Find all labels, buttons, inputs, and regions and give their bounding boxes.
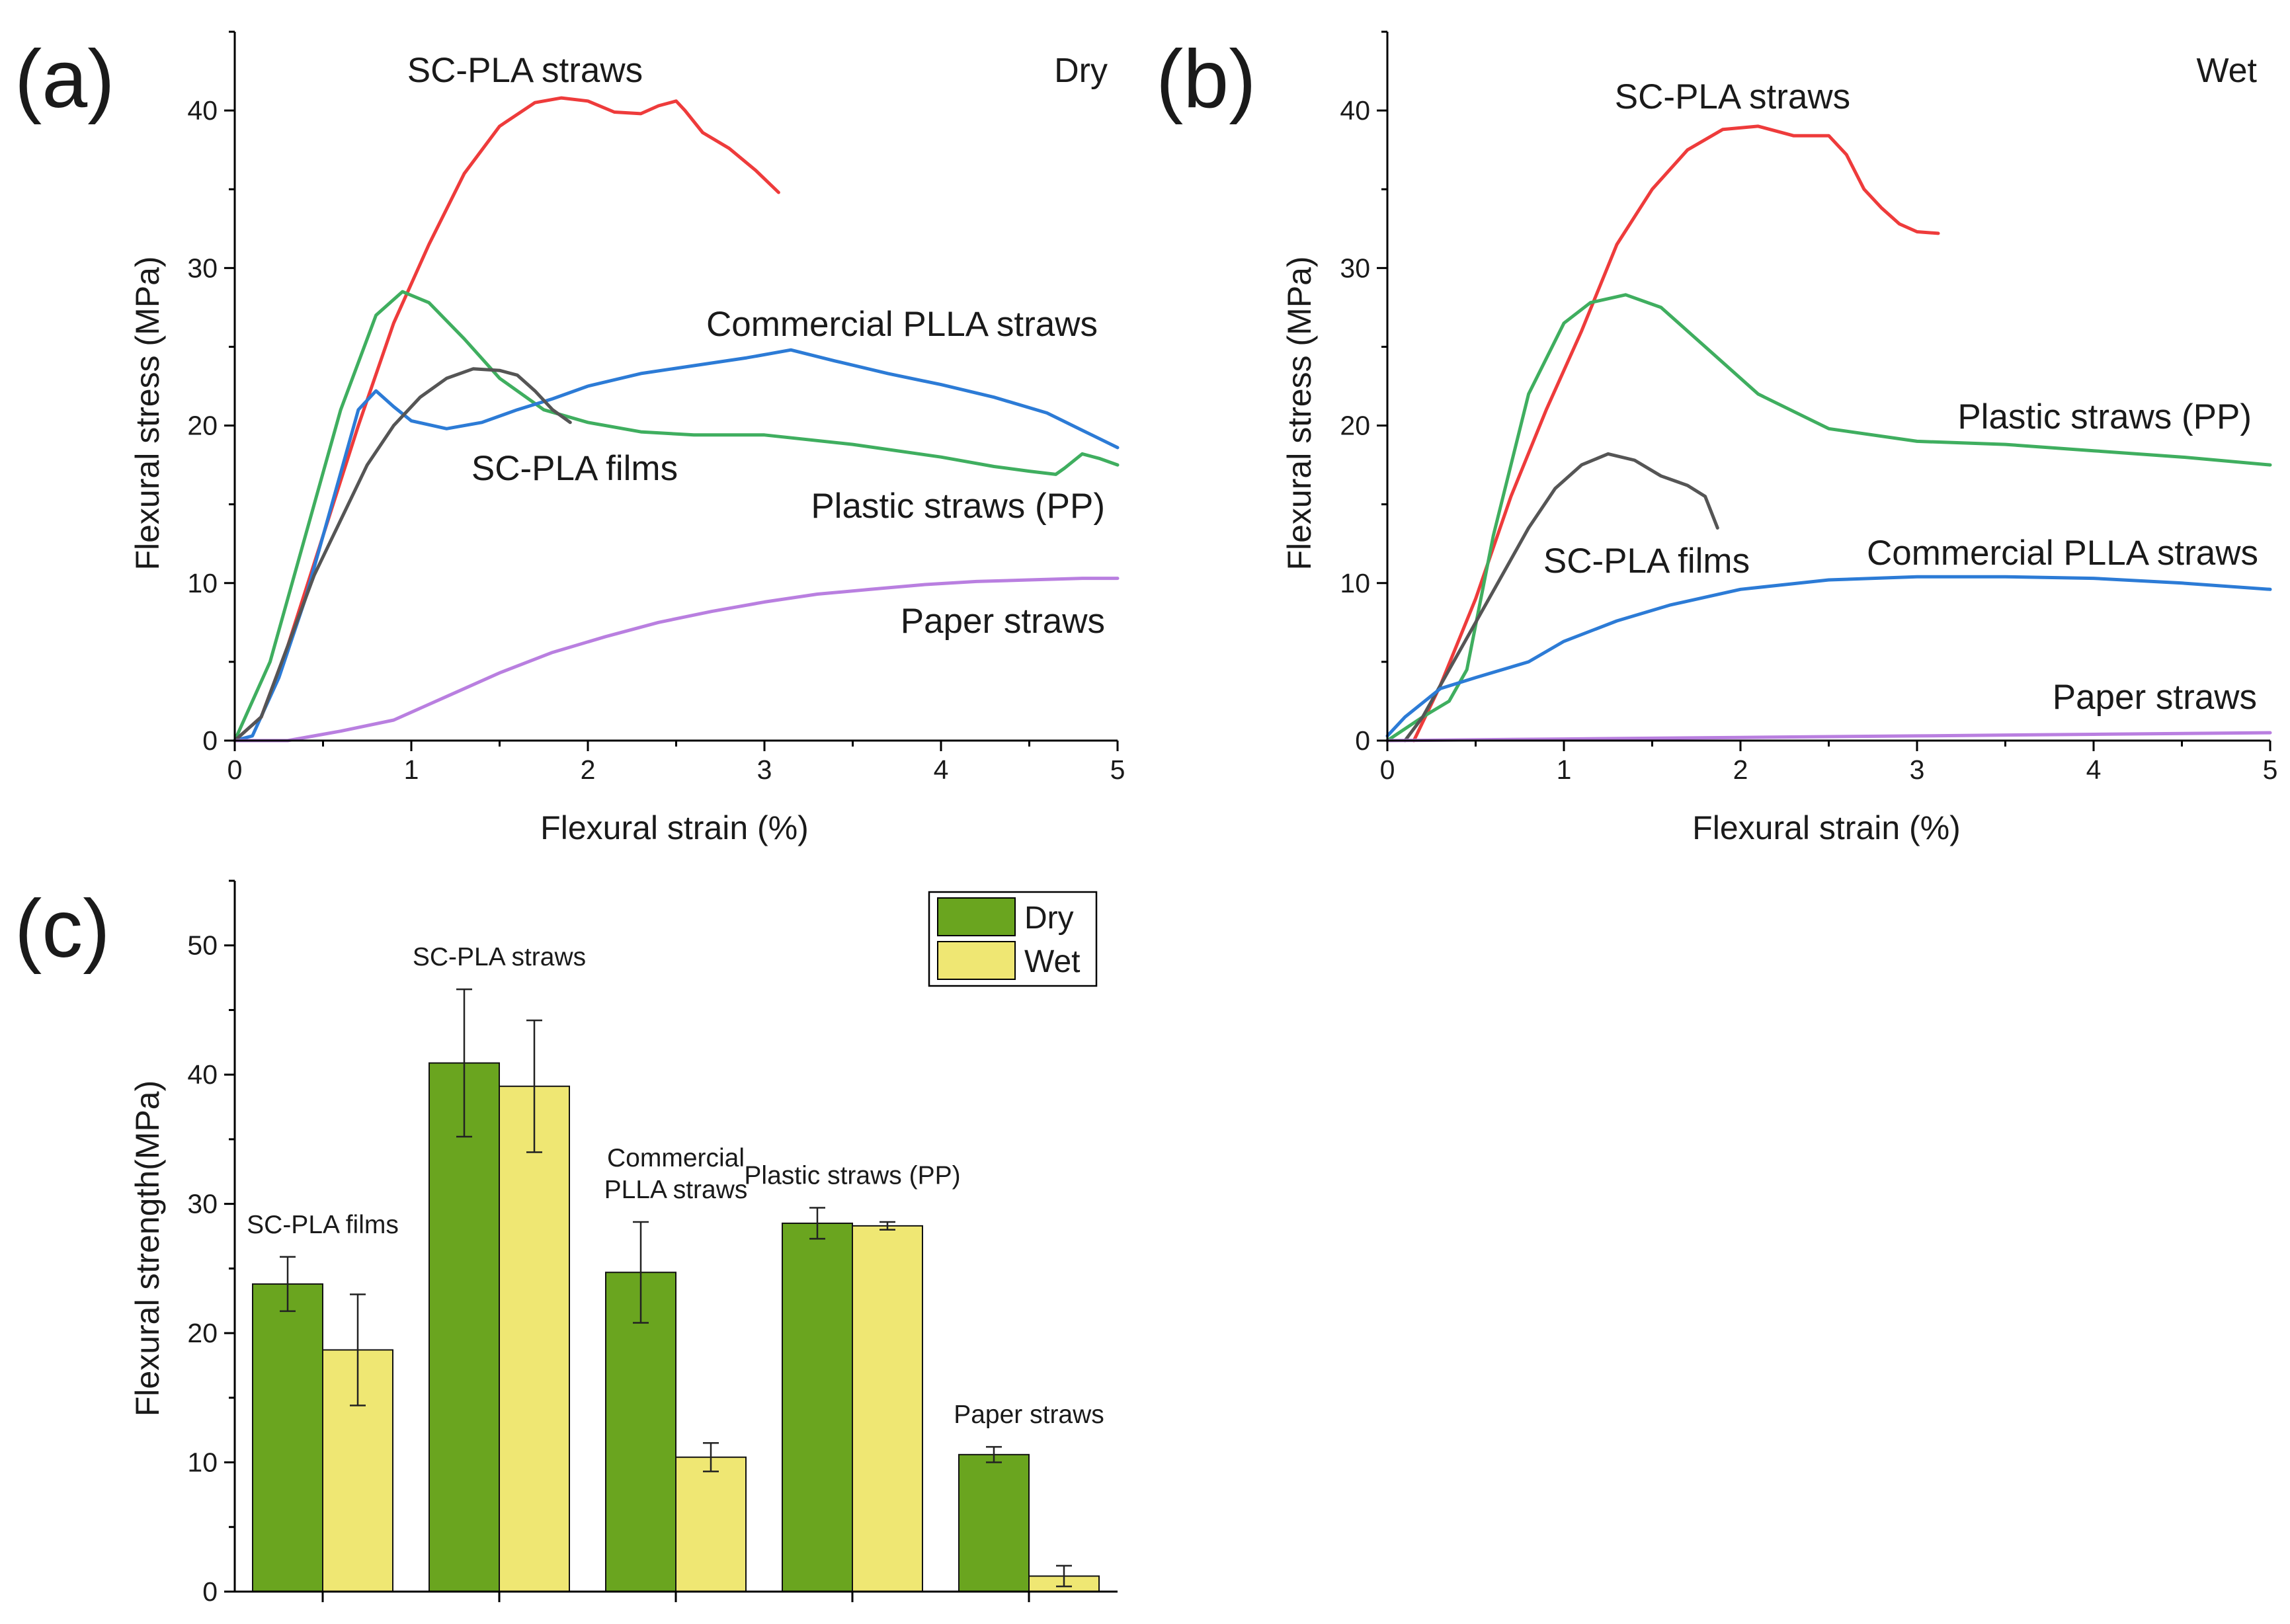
y-tick-label-a: 0: [202, 725, 218, 756]
y-axis-title-b: Flexural stress (MPa): [1281, 256, 1318, 570]
x-axis-title-b: Flexural strain (%): [1692, 809, 1961, 846]
series-label-a-sc-pla-straws: SC-PLA straws: [407, 51, 643, 90]
curve-a-commercial_plla: [233, 348, 1120, 743]
plot-c-category-labels: SC-PLA films SC-PLA straws Commercial PLLA …: [247, 943, 1104, 1429]
x-tick-label-a: 1: [404, 754, 419, 785]
series-label-b-paper-straws: Paper straws: [2053, 678, 2257, 717]
series-label-b-commercial-plla: Commercial PLLA straws: [1867, 534, 2258, 573]
x-tick-label-a: 4: [934, 754, 949, 785]
legend-label-wet: Wet: [1024, 944, 1080, 979]
x-axis-title-a: Flexural strain (%): [540, 809, 809, 846]
series-label-a-sc-pla-films: SC-PLA films: [471, 449, 678, 488]
panel-label-a: (a): [15, 34, 115, 125]
bar-wet-2: [499, 1085, 570, 1592]
curve-a-pp_straws: [233, 290, 1120, 743]
y-tick-label-b: 20: [1340, 411, 1370, 441]
y-tick-label-a: 10: [187, 568, 218, 598]
series-label-b-sc-pla-straws: SC-PLA straws: [1615, 77, 1850, 116]
bar-dry-1: [252, 1283, 323, 1593]
bar-wet-4: [852, 1225, 923, 1592]
x-tick-label-b: 2: [1733, 754, 1748, 785]
y-axis-title-a: Flexural stress (MPa): [129, 256, 166, 570]
curve-b-sc_pla_straws: [1412, 124, 1940, 743]
x-tick-label-b: 3: [1910, 754, 1925, 785]
y-tick-label-c: 40: [187, 1059, 218, 1090]
legend-swatch-wet: [937, 941, 1016, 980]
bar-dry-4: [782, 1222, 853, 1593]
condition-label-wet: Wet: [2196, 52, 2257, 90]
y-tick-label-c: 20: [187, 1318, 218, 1348]
plot-b-curves: [1385, 124, 2272, 743]
panel-b-wet-line-chart: (b) 0 1 2 3 4 5 0 10 20 30 40 Wet SC-PLA straws Pl…: [1156, 30, 2278, 846]
condition-label-dry: Dry: [1054, 52, 1108, 90]
y-axis-title-c: Flexural strength(MPa): [129, 1080, 166, 1417]
curve-b-paper_straws: [1385, 731, 2272, 743]
curve-b-sc_pla_films: [1403, 452, 1719, 743]
y-tick-label-a: 40: [187, 95, 218, 126]
x-tick-label-a: 2: [581, 754, 596, 785]
series-label-a-pp-straws: Plastic straws (PP): [811, 487, 1105, 526]
panel-label-b: (b): [1156, 34, 1256, 125]
x-tick-label-b: 5: [2263, 754, 2278, 785]
category-label-4: Plastic straws (PP): [744, 1162, 960, 1190]
category-label-2: SC-PLA straws: [413, 943, 586, 971]
y-tick-label-c: 10: [187, 1447, 218, 1478]
x-tick-label-b: 4: [2086, 754, 2102, 785]
x-tick-label-b: 1: [1557, 754, 1572, 785]
bar-dry-5: [958, 1453, 1030, 1592]
category-label-3: Commercial: [607, 1144, 745, 1172]
panel-a-dry-line-chart: (a) 0 1 2 3 4 5 0 10 20 30 40 Dry SC-PLA straws Co…: [15, 30, 1125, 846]
y-tick-label-c: 50: [187, 930, 218, 961]
x-tick-label-a: 0: [227, 754, 243, 785]
plot-c-bars: [252, 988, 1100, 1593]
x-tick-label-a: 5: [1110, 754, 1125, 785]
plot-c-axes: 0 10 20 30 40 50: [187, 879, 1118, 1607]
plot-b-axes: 0 1 2 3 4 5 0 10 20 30 40: [1340, 30, 2278, 785]
y-tick-label-b: 10: [1340, 568, 1370, 598]
y-tick-label-b: 0: [1355, 725, 1370, 756]
legend: Dry Wet: [928, 891, 1098, 987]
series-label-a-paper-straws: Paper straws: [901, 602, 1105, 641]
curve-a-sc_pla_straws: [233, 96, 780, 743]
legend-swatch-dry: [937, 897, 1016, 936]
panel-label-c: (c): [15, 883, 110, 975]
curve-b-pp_straws: [1385, 293, 2272, 743]
legend-label-dry: Dry: [1024, 901, 1074, 936]
bar-dry-3: [605, 1272, 676, 1593]
x-tick-label-b: 0: [1380, 754, 1395, 785]
curve-a-sc_pla_films: [233, 367, 572, 743]
category-label-3: PLLA straws: [604, 1176, 748, 1204]
y-tick-label-a: 20: [187, 411, 218, 441]
y-tick-label-b: 30: [1340, 253, 1370, 283]
panel-c-bar-chart: (c) 0 10 20 30 40 50 SC-PLA films SC-PLA straw…: [15, 879, 1118, 1607]
y-tick-label-a: 30: [187, 253, 218, 283]
bar-dry-2: [429, 1062, 500, 1593]
y-tick-label-c: 0: [202, 1576, 218, 1607]
x-tick-label-a: 3: [757, 754, 772, 785]
bar-wet-3: [675, 1456, 747, 1593]
series-label-b-sc-pla-films: SC-PLA films: [1543, 542, 1750, 581]
plot-a-curves: [233, 96, 1120, 743]
category-label-1: SC-PLA films: [247, 1211, 399, 1239]
curve-a-paper_straws: [233, 577, 1120, 743]
series-label-a-commercial-plla: Commercial PLLA straws: [706, 305, 1098, 344]
category-label-5: Paper straws: [954, 1401, 1104, 1429]
curve-b-commercial_plla: [1385, 575, 2272, 738]
series-label-b-pp-straws: Plastic straws (PP): [1957, 397, 2252, 436]
y-tick-label-b: 40: [1340, 95, 1370, 126]
y-tick-label-c: 30: [187, 1189, 218, 1219]
plot-a-axes: 0 1 2 3 4 5 0 10 20 30 40: [187, 30, 1125, 785]
